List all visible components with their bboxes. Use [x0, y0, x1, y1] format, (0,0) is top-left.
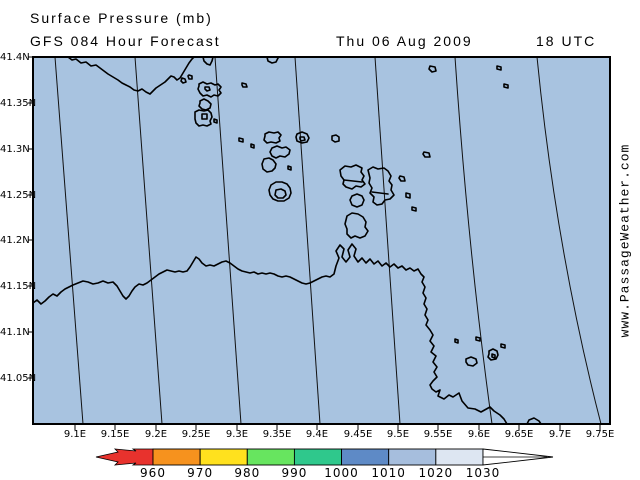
y-axis-label: 41.1N [0, 327, 30, 338]
colorbar-segment [246, 448, 295, 466]
x-axis-label: 9.45E [343, 429, 373, 440]
longitude-ticks [74, 424, 601, 430]
colorbar-segment [435, 448, 484, 466]
y-axis-label: 41.25N [0, 190, 37, 201]
colorbar-label: 990 [281, 466, 308, 480]
y-axis-label: 41.05N [0, 373, 37, 384]
x-axis-label: 9.15E [100, 429, 130, 440]
colorbar-segment [341, 448, 390, 466]
title-variable: Surface Pressure (mb) [30, 10, 213, 26]
colorbar-label: 1000 [324, 466, 359, 480]
coast-corsica [67, 57, 195, 95]
x-axis-label: 9.1E [63, 429, 87, 440]
colorbar-segment [152, 448, 201, 466]
colorbar-segment [293, 448, 343, 466]
x-axis-label: 9.6E [467, 429, 491, 440]
colorbar-label: 960 [140, 466, 166, 480]
x-axis-label: 9.75E [585, 429, 615, 440]
colorbar-label: 970 [187, 466, 214, 480]
y-axis-label: 41.35N [0, 98, 37, 109]
colorbar-label: 1010 [371, 466, 406, 480]
x-axis-label: 9.55E [423, 429, 453, 440]
x-axis-label: 9.25E [181, 429, 211, 440]
x-axis-label: 9.7E [548, 429, 572, 440]
forecast-hour-utc: 18 UTC [536, 33, 597, 49]
colorbar-low-arrow [95, 448, 154, 466]
y-axis-label: 41.2N [0, 235, 30, 246]
forecast-date: Thu 06 Aug 2009 [336, 33, 473, 49]
isobar-lines [54, 57, 602, 424]
y-axis-label: 41.15N [0, 281, 37, 292]
x-axis-label: 9.3E [225, 429, 249, 440]
colorbar-label: 980 [234, 466, 261, 480]
latitude-ticks [28, 56, 33, 379]
watermark-text: www.PassageWeather.com [617, 143, 633, 338]
colorbar-label: 1030 [465, 466, 501, 480]
watermark: www.PassageWeather.com [609, 57, 640, 424]
pressure-colorbar [95, 448, 554, 466]
colorbar-segment [199, 448, 248, 466]
x-axis-label: 9.2E [144, 429, 168, 440]
coast-sardinia [33, 243, 508, 424]
map-background [33, 57, 610, 424]
coastlines [33, 57, 542, 424]
y-axis-label: 41.3N [0, 144, 30, 155]
colorbar-segment [388, 448, 437, 466]
title-model-run: GFS 084 Hour Forecast [30, 33, 221, 49]
x-axis-label: 9.4E [305, 429, 329, 440]
x-axis-label: 9.5E [386, 429, 410, 440]
x-axis-label: 9.65E [504, 429, 534, 440]
x-axis-label: 9.35E [262, 429, 292, 440]
colorbar-label: 1020 [418, 466, 454, 480]
y-axis-label: 41.4N [0, 52, 30, 63]
